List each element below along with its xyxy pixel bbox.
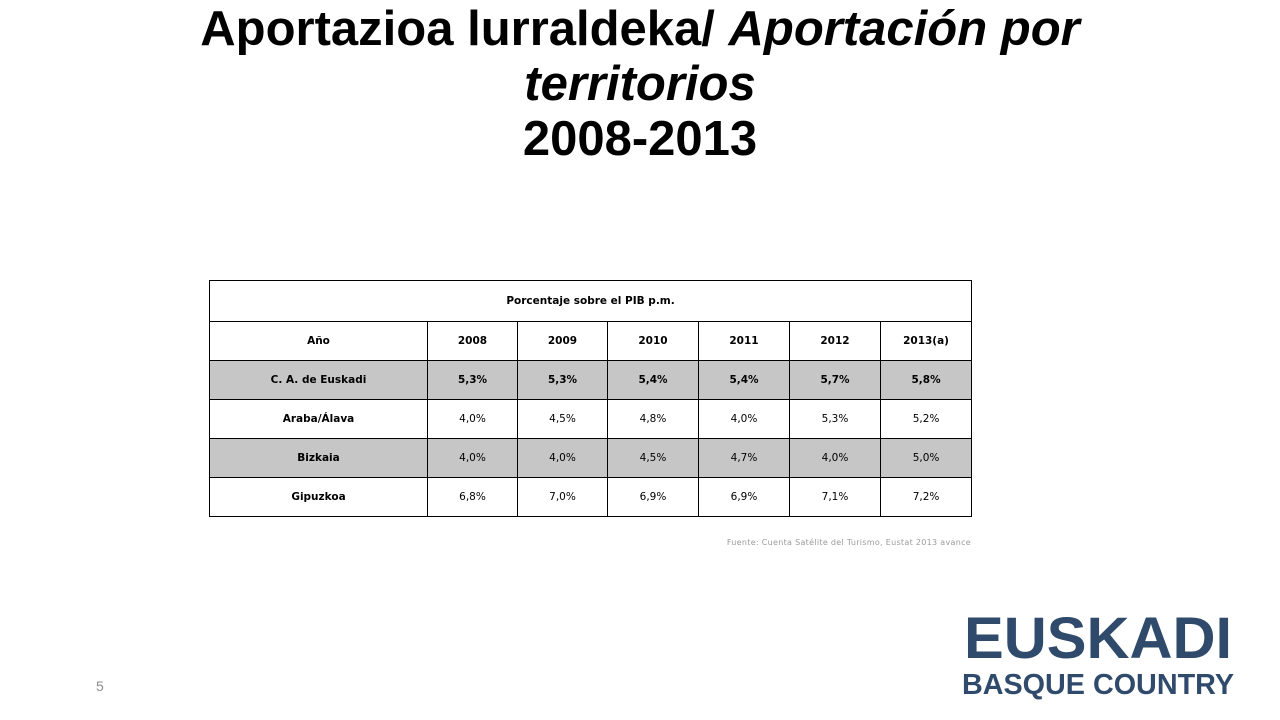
table-header-row: Año 2008 2009 2010 2011 2012 2013(a) xyxy=(209,321,973,361)
row-label: Gipuzkoa xyxy=(209,477,428,517)
table-cell: 5,3% xyxy=(789,399,881,439)
slide-title: Aportazioa lurraldeka/ Aportación por te… xyxy=(0,2,1280,167)
table-row: Gipuzkoa 6,8% 7,0% 6,9% 6,9% 7,1% 7,2% xyxy=(209,477,973,517)
table-caption: Porcentaje sobre el PIB p.m. xyxy=(208,280,973,322)
contribution-table: Porcentaje sobre el PIB p.m. Año 2008 20… xyxy=(208,280,973,517)
table-cell: 5,3% xyxy=(427,360,518,400)
title-line-1: Aportazioa lurraldeka/ Aportación por xyxy=(0,2,1280,57)
table-cell: 4,8% xyxy=(607,399,699,439)
logo-text-basque-country: BASQUE COUNTRY xyxy=(962,669,1234,701)
column-header: 2013(a) xyxy=(879,321,973,361)
table-cell: 4,7% xyxy=(698,438,790,478)
table-cell: 6,8% xyxy=(427,477,518,517)
table-caption-row: Porcentaje sobre el PIB p.m. xyxy=(208,280,973,322)
table-cell: 4,0% xyxy=(789,438,881,478)
table-cell: 6,9% xyxy=(698,477,790,517)
table-row: C. A. de Euskadi 5,3% 5,3% 5,4% 5,4% 5,7… xyxy=(209,360,973,400)
table-cell: 7,1% xyxy=(789,477,881,517)
column-header: Año xyxy=(209,321,428,361)
table-cell: 7,0% xyxy=(517,477,608,517)
table-cell: 5,3% xyxy=(517,360,608,400)
table-row: Bizkaia 4,0% 4,0% 4,5% 4,7% 4,0% 5,0% xyxy=(209,438,973,478)
table-cell: 4,5% xyxy=(517,399,608,439)
table-cell: 5,0% xyxy=(879,438,973,478)
column-header: 2008 xyxy=(427,321,518,361)
title-spanish: Aportación por xyxy=(728,2,1080,56)
euskadi-logo: EUSKADI BASQUE COUNTRY xyxy=(962,606,1234,701)
logo-text-euskadi: EUSKADI xyxy=(964,606,1232,671)
table-cell: 6,9% xyxy=(607,477,699,517)
row-label: Araba/Álava xyxy=(209,399,428,439)
table-cell: 5,4% xyxy=(698,360,790,400)
table-cell: 5,7% xyxy=(789,360,881,400)
column-header: 2009 xyxy=(517,321,608,361)
table-cell: 5,8% xyxy=(879,360,973,400)
table-cell: 4,0% xyxy=(427,438,518,478)
table-cell: 4,5% xyxy=(607,438,699,478)
table-cell: 7,2% xyxy=(879,477,973,517)
title-line-2: territorios xyxy=(524,57,756,111)
table-cell: 4,0% xyxy=(698,399,790,439)
table-cell: 5,2% xyxy=(879,399,973,439)
page-number: 5 xyxy=(96,678,104,694)
row-label: C. A. de Euskadi xyxy=(209,360,428,400)
column-header: 2010 xyxy=(607,321,699,361)
column-header: 2011 xyxy=(698,321,790,361)
table-cell: 4,0% xyxy=(517,438,608,478)
source-note: Fuente: Cuenta Satélite del Turismo, Eus… xyxy=(726,538,971,547)
title-basque: Aportazioa lurraldeka/ xyxy=(200,2,729,56)
table-cell: 5,4% xyxy=(607,360,699,400)
title-years: 2008-2013 xyxy=(522,112,758,166)
row-label: Bizkaia xyxy=(209,438,428,478)
table-cell: 4,0% xyxy=(427,399,518,439)
column-header: 2012 xyxy=(789,321,881,361)
table-row: Araba/Álava 4,0% 4,5% 4,8% 4,0% 5,3% 5,2… xyxy=(209,399,973,439)
